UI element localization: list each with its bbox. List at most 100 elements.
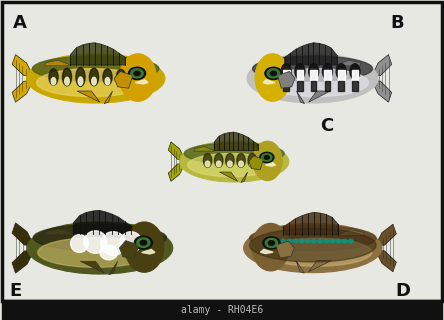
Ellipse shape [71,235,88,252]
Polygon shape [168,164,185,181]
Polygon shape [47,229,73,235]
Text: alamy - RH04E6: alamy - RH04E6 [181,305,263,316]
Ellipse shape [309,64,319,79]
Polygon shape [278,71,295,88]
Bar [2,300,442,320]
Bar [283,81,289,91]
Polygon shape [12,81,33,102]
Circle shape [305,239,310,243]
Circle shape [264,156,270,159]
Polygon shape [71,43,125,65]
Ellipse shape [180,141,289,182]
Polygon shape [338,230,363,236]
Circle shape [324,239,329,243]
Polygon shape [372,81,392,102]
Circle shape [265,238,278,247]
Ellipse shape [78,77,83,85]
Circle shape [265,67,282,80]
Ellipse shape [119,78,123,84]
Polygon shape [241,172,248,182]
Ellipse shape [103,69,112,85]
Ellipse shape [36,68,147,97]
Ellipse shape [51,77,56,85]
Polygon shape [309,91,330,102]
Circle shape [312,239,316,243]
Polygon shape [119,241,139,258]
Ellipse shape [120,232,142,252]
Polygon shape [276,241,294,258]
Circle shape [263,237,280,249]
Bar [352,70,358,80]
Ellipse shape [336,64,346,79]
Polygon shape [45,60,71,66]
Circle shape [281,239,285,243]
Bar [310,70,317,80]
Text: B: B [391,14,404,32]
Bar [352,81,358,91]
Ellipse shape [76,68,85,86]
Text: D: D [395,282,410,300]
Ellipse shape [38,238,153,267]
Polygon shape [375,250,396,272]
Ellipse shape [262,238,372,266]
Ellipse shape [105,77,110,85]
Circle shape [268,241,274,245]
Ellipse shape [63,68,71,86]
Ellipse shape [248,154,256,167]
Ellipse shape [89,68,99,86]
Ellipse shape [65,77,69,85]
Polygon shape [109,261,118,275]
Polygon shape [283,212,338,235]
Polygon shape [285,43,337,65]
Polygon shape [12,55,33,76]
Polygon shape [372,55,392,76]
Circle shape [349,239,353,243]
Polygon shape [77,91,100,102]
Ellipse shape [255,54,290,101]
Ellipse shape [281,64,291,79]
Ellipse shape [32,56,159,81]
Circle shape [342,239,347,243]
Circle shape [299,239,304,243]
Polygon shape [266,163,275,166]
Polygon shape [375,224,396,246]
Bar [325,81,330,91]
Bar [324,70,331,80]
Ellipse shape [84,231,107,253]
Ellipse shape [239,161,243,167]
Ellipse shape [265,68,369,97]
Polygon shape [309,260,331,272]
Bar [311,81,317,91]
Ellipse shape [228,161,232,167]
Polygon shape [249,156,264,170]
Ellipse shape [205,161,210,167]
Bar [283,70,289,80]
Polygon shape [261,249,273,253]
Polygon shape [142,250,155,254]
Polygon shape [168,142,185,160]
Polygon shape [214,132,258,150]
Ellipse shape [250,226,376,251]
Ellipse shape [100,245,118,260]
Ellipse shape [216,161,221,167]
Circle shape [137,238,150,247]
Ellipse shape [247,54,378,103]
Text: E: E [9,282,21,300]
Polygon shape [12,223,34,246]
Ellipse shape [253,141,282,180]
Circle shape [128,67,146,80]
Circle shape [270,71,277,76]
Ellipse shape [184,143,284,164]
Circle shape [260,152,274,163]
Ellipse shape [295,64,305,79]
Bar [297,81,303,91]
Ellipse shape [116,69,126,84]
Circle shape [318,239,322,243]
Polygon shape [297,91,305,104]
Ellipse shape [187,154,274,177]
Polygon shape [194,147,214,151]
Ellipse shape [237,154,245,167]
Polygon shape [73,210,131,234]
Polygon shape [114,71,133,88]
Ellipse shape [226,154,234,167]
